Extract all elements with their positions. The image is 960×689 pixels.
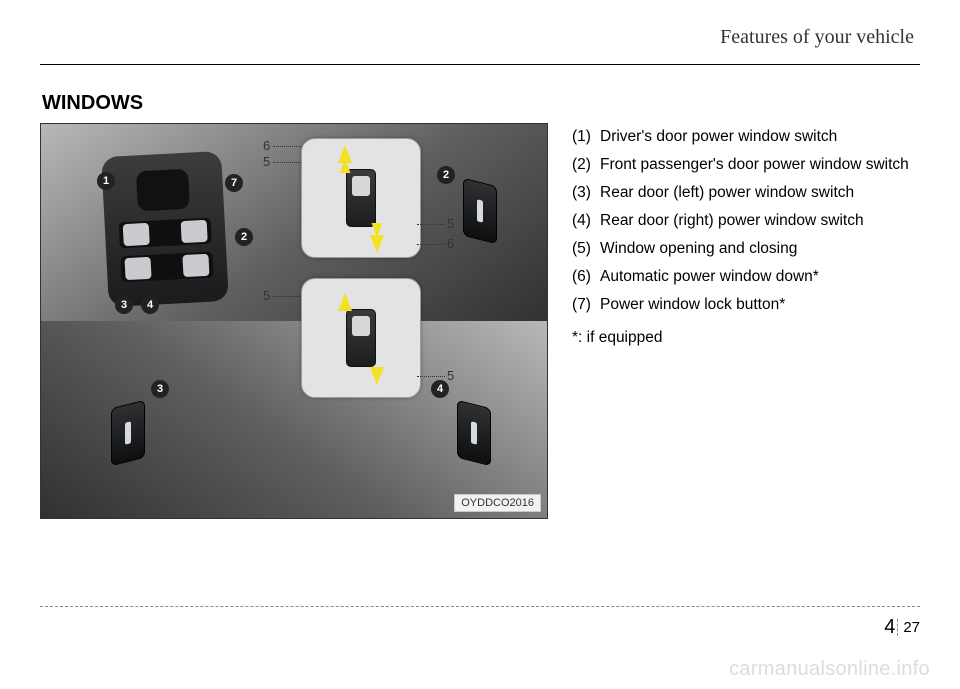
rear-window-row [120,252,213,283]
section-heading: WINDOWS [42,92,920,115]
legend-item: (1)Driver's door power window switch [572,127,920,148]
driver-window-btn [123,223,150,246]
callout-1: 1 [97,172,115,190]
label-5-ul: 5 [263,154,270,169]
legend-text: Rear door (left) power window switch [600,183,920,204]
body-row: 1 7 2 3 4 6 5 5 6 [40,123,920,519]
header-rule [40,64,920,65]
callout-4-door: 4 [431,380,449,398]
rear-left-window-btn [124,257,151,280]
label-6-ul: 6 [263,138,270,153]
legend-num: (3) [572,183,600,204]
passenger-window-btn [181,220,208,243]
legend-num: (2) [572,155,600,176]
callout-7: 7 [225,174,243,192]
arrow-6-down [370,235,384,253]
windows-figure: 1 7 2 3 4 6 5 5 6 [40,123,548,519]
mirror-adjust-cluster [136,169,190,212]
legend-text: Front passenger's door power window swit… [600,155,920,176]
arrow-5-up [340,159,351,173]
front-passenger-switch [463,178,497,244]
lead-6-ul [273,146,301,147]
legend-item: (3)Rear door (left) power window switch [572,183,920,204]
legend-num: (1) [572,127,600,148]
figure-code: OYDDCO2016 [454,494,541,512]
legend-text: Rear door (right) power window switch [600,211,920,232]
manual-page: Features of your vehicle WINDOWS 1 [0,0,960,689]
legend-item: (2)Front passenger's door power window s… [572,155,920,176]
legend-column: (1)Driver's door power window switch (2)… [572,123,920,519]
inset-regular-switch [301,278,421,398]
page-header: Features of your vehicle [40,30,920,74]
lead-5b-ul [273,296,301,297]
callout-3-driver: 3 [115,296,133,314]
footer-dashed-rule [40,606,920,607]
rear-right-switch [457,400,491,466]
chapter-title-wrap: Features of your vehicle [714,26,920,55]
legend-num: (4) [572,211,600,232]
rear-left-switch [111,400,145,466]
callout-2-driver: 2 [235,228,253,246]
footnote: *: if equipped [572,329,920,347]
legend-num: (7) [572,295,600,316]
legend-item: (4)Rear door (right) power window switch [572,211,920,232]
lead-5b-lr [417,376,445,377]
chapter-title: Features of your vehicle [720,26,914,48]
lead-5-lr [417,224,445,225]
label-5-lr: 5 [447,216,454,231]
callout-4-driver: 4 [141,296,159,314]
label-6-lr: 6 [447,236,454,251]
regular-switch-graphic [346,309,376,367]
label-5b-ul: 5 [263,288,270,303]
rear-right-window-btn [182,254,209,277]
lead-6-lr [417,244,445,245]
auto-switch-graphic [346,169,376,227]
arrow-5b-down [370,367,384,385]
callout-3-door: 3 [151,380,169,398]
watermark: carmanualsonline.info [729,658,930,681]
legend-text: Power window lock button* [600,295,920,316]
arrow-5b-up [338,293,352,311]
page-num: 27 [897,619,920,636]
legend-item: (7)Power window lock button* [572,295,920,316]
legend-num: (6) [572,267,600,288]
legend-num: (5) [572,239,600,260]
callout-2-door: 2 [437,166,455,184]
legend-text: Window opening and closing [600,239,920,260]
legend-item: (5)Window opening and closing [572,239,920,260]
page-section-num: 4 [884,616,895,639]
inset-auto-switch [301,138,421,258]
legend-text: Automatic power window down* [600,267,920,288]
legend-item: (6)Automatic power window down* [572,267,920,288]
lead-5-ul [273,162,301,163]
front-window-row [119,218,212,249]
driver-master-switch-panel [101,151,229,307]
legend-text: Driver's door power window switch [600,127,920,148]
label-5b-lr: 5 [447,368,454,383]
page-number: 4 27 [884,616,920,639]
